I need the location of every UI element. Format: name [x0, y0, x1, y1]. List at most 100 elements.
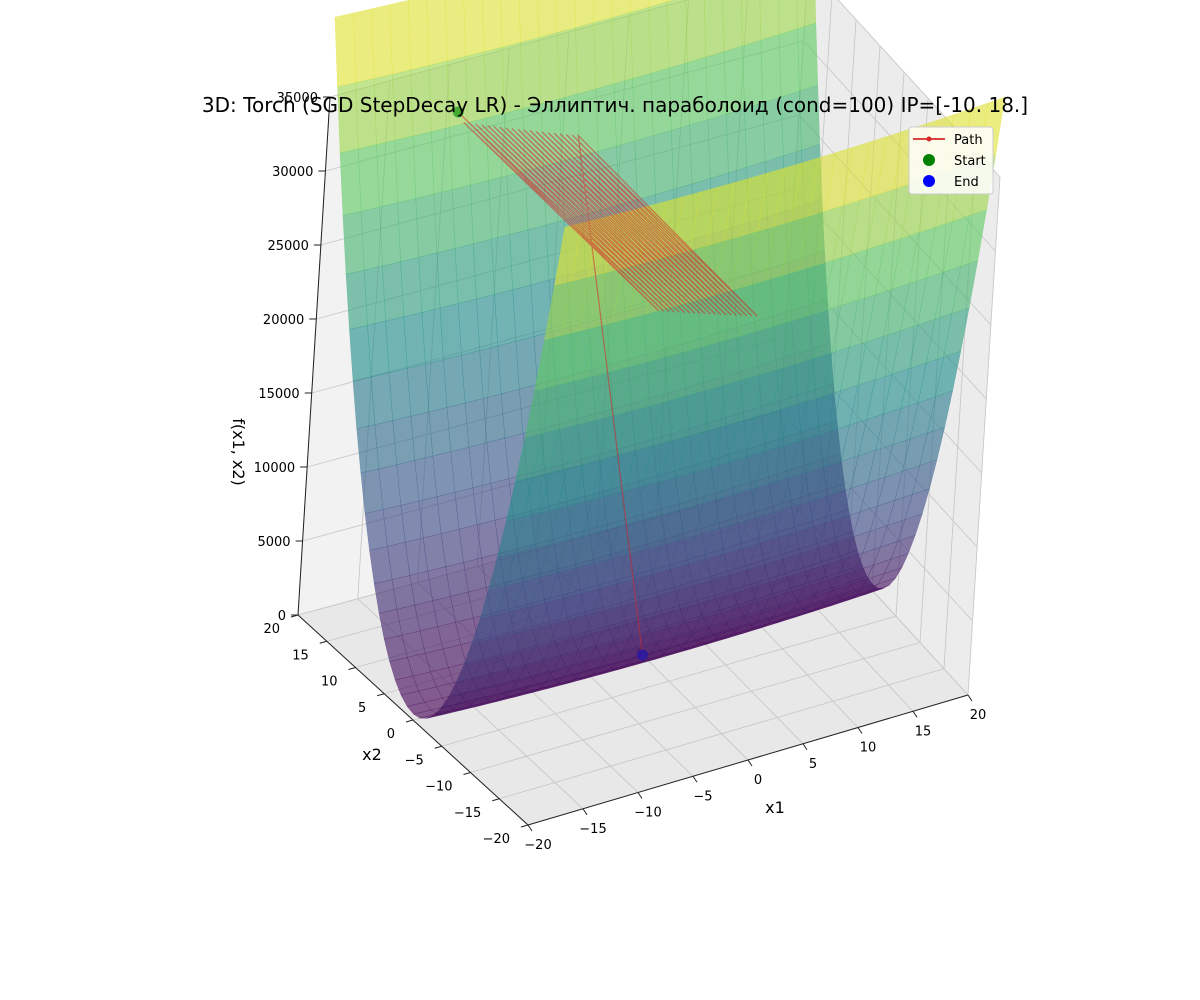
surface-patch [363, 265, 386, 326]
x2-tick [463, 772, 471, 775]
x2-tick-label: 0 [387, 727, 395, 742]
x2-tick-label: 10 [321, 675, 338, 690]
surface-patch [360, 468, 384, 514]
surface-patch [473, 239, 495, 300]
x-axis-label: x1 [765, 798, 785, 817]
surface-patch [353, 8, 375, 83]
x2-tick [492, 798, 500, 802]
surface-patch [445, 0, 466, 62]
x1-tick [747, 759, 753, 767]
x1-tick [912, 710, 918, 718]
optimizer-path [452, 106, 758, 661]
surface-patch [389, 0, 411, 75]
surface-patch [385, 316, 408, 373]
legend: Path Start End [908, 126, 994, 195]
surface-patch [707, 113, 729, 179]
surface-patch [652, 130, 674, 195]
surface-patch [527, 224, 550, 286]
surface-patch [334, 12, 356, 88]
x1-tick [857, 727, 863, 734]
x1-tick-label: 5 [809, 757, 817, 772]
surface-patch [342, 211, 365, 275]
grid-line-x2-floor [470, 642, 921, 773]
surface-patch [449, 122, 471, 190]
start-marker [452, 106, 464, 118]
surface-patch [418, 252, 441, 313]
surface-patch [667, 0, 688, 69]
surface-patch [759, 0, 780, 41]
x2-tick [405, 719, 414, 723]
surface-patch [704, 0, 725, 58]
surface-patch [556, 27, 578, 100]
x1-tick-label: 0 [754, 773, 762, 788]
surface-patch [509, 229, 532, 291]
x2-tick [520, 824, 529, 828]
x1-tick [692, 775, 698, 783]
z-tick-label: 10000 [254, 461, 295, 476]
surface-patch [349, 325, 372, 382]
x2-tick [348, 667, 356, 670]
surface-patch [488, 175, 510, 240]
surface-patch [400, 257, 423, 318]
x2-tick-label: 15 [292, 648, 309, 663]
x1-tick [637, 792, 643, 799]
legend-path-label: Path [954, 133, 983, 148]
surface-patch [360, 206, 383, 271]
axis-ticks: −20−15−10−505101520−20−15−10−50510152005… [254, 91, 986, 853]
x2-tick [434, 745, 442, 749]
surface-patch [412, 131, 435, 199]
surface-patch [537, 0, 558, 38]
surface-patch [431, 126, 453, 195]
surface-patch [457, 298, 480, 356]
x1-tick-label: −15 [579, 822, 606, 837]
paraboloid-surface [334, 0, 1006, 719]
x1-tick [802, 743, 808, 751]
surface-patch [500, 0, 521, 48]
surface-patch [778, 0, 798, 35]
x1-tick-label: 10 [860, 741, 877, 756]
surface-patch [497, 341, 520, 395]
surface-patch [439, 303, 462, 360]
surface-patch [725, 108, 747, 174]
x2-tick-label: 20 [263, 622, 280, 637]
grid-line-x2-floor [441, 615, 897, 747]
surface-patch [512, 284, 535, 342]
z-tick-label: 15000 [258, 387, 299, 402]
surface-patch [476, 294, 499, 351]
surface-patch [426, 0, 448, 66]
surface-patch [382, 261, 405, 322]
surface-patch [648, 1, 670, 74]
surface-patch [671, 124, 693, 190]
grid-line-x2-floor [499, 668, 945, 800]
x2-tick-label: −15 [454, 806, 481, 821]
surface-patch [421, 307, 444, 365]
legend-path-marker [926, 136, 932, 142]
x1-tick-label: 15 [915, 724, 932, 739]
surface-patch [451, 184, 474, 249]
x2-tick-label: −10 [425, 780, 452, 795]
surface-patch [436, 248, 459, 309]
legend-start-label: Start [954, 154, 986, 169]
surface-patch [367, 320, 390, 378]
surface-patch [463, 0, 485, 57]
x1-tick [527, 824, 533, 832]
surface-patch [454, 243, 477, 304]
surface-patch [491, 234, 513, 295]
x1-tick-label: 20 [970, 708, 987, 723]
surface-patch [575, 22, 597, 95]
surface-patch [515, 336, 538, 390]
surface-patch [593, 17, 615, 90]
z-tick-label: 25000 [267, 239, 308, 254]
z-axis-line [297, 96, 331, 616]
legend-start-marker [923, 154, 935, 166]
x2-tick-label: −5 [405, 753, 424, 768]
surface-patch [433, 189, 456, 254]
legend-end-label: End [954, 175, 979, 190]
surface-patch [352, 376, 376, 430]
z-tick-label: 0 [278, 609, 286, 624]
surface-patch [634, 135, 656, 201]
surface-patch [403, 312, 426, 369]
x1-tick-label: −20 [524, 838, 551, 853]
z-tick-label: 5000 [257, 535, 290, 550]
